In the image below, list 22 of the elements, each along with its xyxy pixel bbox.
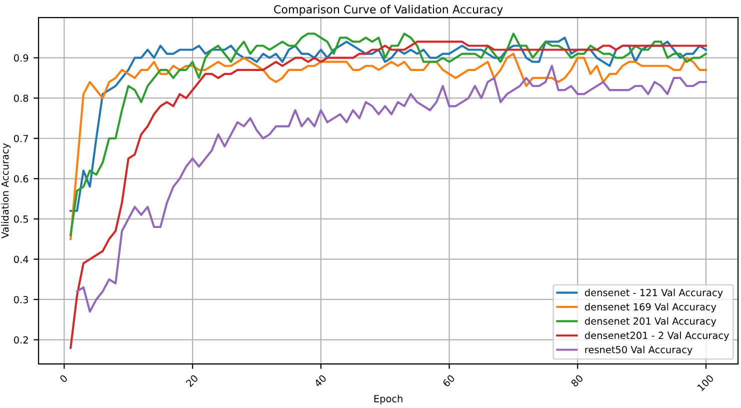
y-tick-label: 0.7	[14, 134, 28, 142]
y-tick-label: 0.5	[14, 215, 28, 223]
legend-label: densenet201 - 2 Val Accuracy	[584, 332, 729, 341]
x-tick-label: 100	[696, 374, 714, 392]
y-tick-label: 0.9	[14, 54, 28, 62]
chart-title: Comparison Curve of Validation Accuracy	[274, 4, 503, 16]
legend-label: densenet - 121 Val Accuracy	[584, 288, 723, 298]
legend-label: densenet 201 Val Accuracy	[584, 317, 716, 327]
legend-label: resnet50 Val Accuracy	[585, 346, 692, 356]
y-axis-title: Validation Accuracy	[1, 143, 11, 238]
x-tick-label: 80	[570, 374, 584, 388]
x-tick-label: 20	[185, 374, 198, 388]
y-tick-label: 0.8	[14, 94, 28, 102]
y-tick-label: 0.6	[14, 175, 28, 182]
y-tick-label: 0.2	[14, 336, 28, 344]
x-tick-label: 0	[59, 374, 68, 383]
x-tick-label: 60	[442, 374, 456, 388]
legend-label: densenet 169 Val Accuracy	[584, 302, 716, 312]
x-tick-label: 40	[314, 374, 327, 388]
y-tick-label: 0.3	[14, 296, 28, 304]
y-tick-label: 0.4	[14, 256, 28, 264]
x-axis-title: Epoch	[374, 394, 402, 404]
